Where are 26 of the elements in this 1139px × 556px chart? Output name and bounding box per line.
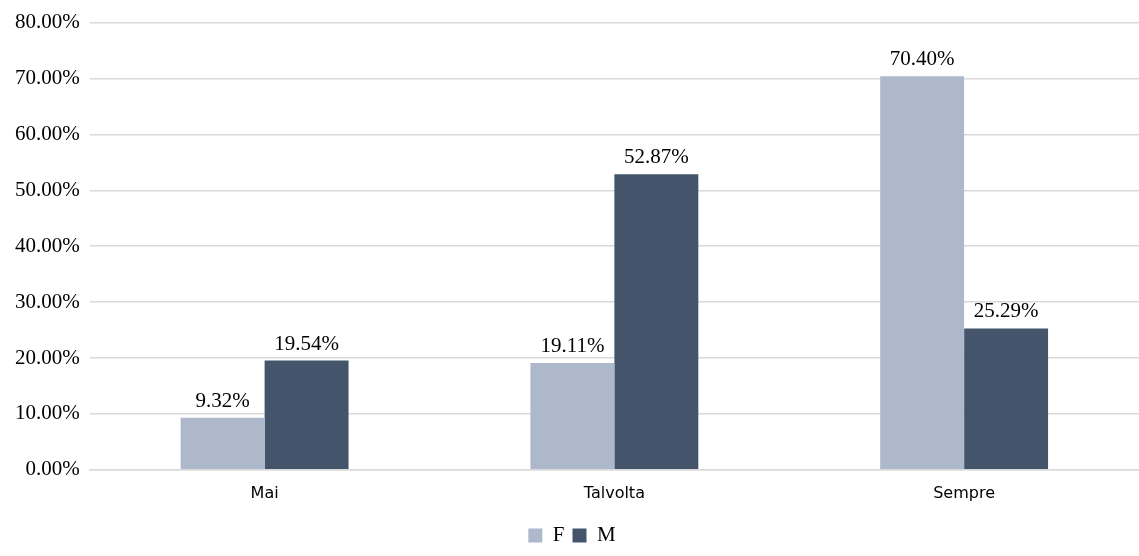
- bar: [614, 174, 699, 470]
- y-tick-label: 10.00%: [14, 400, 80, 425]
- bar: [264, 360, 349, 470]
- bar: [180, 417, 265, 470]
- y-tick-label: 20.00%: [14, 344, 80, 369]
- data-label: 70.40%: [889, 46, 955, 71]
- x-tick-label: Mai: [250, 482, 279, 502]
- bar: [880, 76, 965, 470]
- bar: [530, 362, 615, 470]
- y-tick-label: 60.00%: [14, 120, 80, 145]
- data-label: 52.87%: [623, 144, 689, 169]
- data-label: 9.32%: [195, 387, 250, 412]
- y-tick-label: 0.00%: [25, 456, 80, 481]
- y-tick-label: 30.00%: [14, 288, 80, 313]
- legend-label: F: [552, 522, 565, 547]
- x-tick-label: Talvolta: [582, 482, 645, 502]
- x-tick-label: Sempre: [933, 482, 996, 502]
- data-label: 19.54%: [274, 330, 339, 355]
- data-label: 25.29%: [973, 298, 1039, 323]
- y-tick-label: 50.00%: [14, 176, 80, 201]
- data-label: 19.11%: [540, 332, 605, 357]
- legend-label: M: [597, 522, 616, 547]
- y-tick-label: 70.00%: [14, 65, 80, 90]
- bar: [964, 328, 1049, 470]
- y-tick-label: 40.00%: [14, 232, 80, 257]
- y-tick-label: 80.00%: [14, 9, 80, 34]
